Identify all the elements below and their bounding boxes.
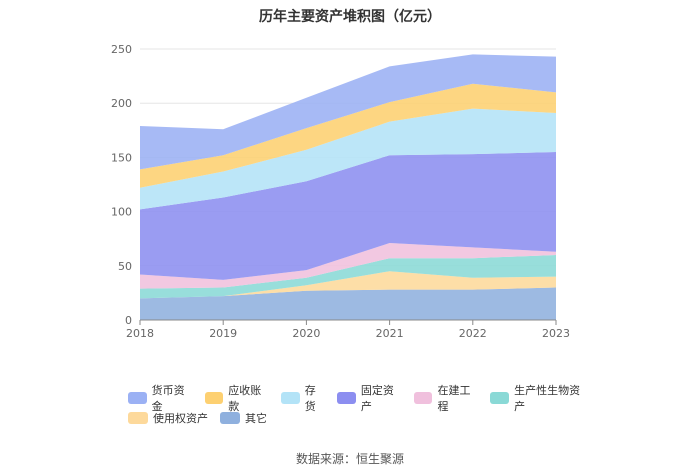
legend-swatch: [413, 392, 433, 404]
legend-item[interactable]: 货币资金: [128, 382, 193, 414]
area-使用权资产: [140, 271, 556, 299]
axes: 0 50 100 150 200 250 2018 2019 2020 2021 2022 2023: [111, 43, 570, 340]
legend-swatch: [337, 392, 356, 404]
legend-label: 在建工程: [437, 384, 471, 413]
legend-swatch: [128, 392, 147, 404]
area-生产性生物资产: [140, 254, 556, 299]
x-tick-label: 2018: [126, 327, 154, 340]
legend-label: 固定资产: [360, 384, 394, 413]
legend-item[interactable]: 使用权资产: [128, 410, 208, 426]
legend-item[interactable]: 在建工程: [413, 382, 479, 414]
area-其它: [140, 287, 556, 320]
x-tick-label: 2021: [376, 327, 404, 340]
y-tick-label: 50: [118, 260, 132, 273]
y-tick-label: 150: [111, 151, 132, 164]
y-tick-label: 100: [111, 206, 132, 219]
area-应收账款: [140, 83, 556, 188]
legend-item[interactable]: 应收账款: [204, 382, 270, 414]
legend-item[interactable]: 生产性生物资产: [490, 382, 586, 414]
legend-item[interactable]: 其它: [220, 410, 267, 426]
area-在建工程: [140, 243, 556, 289]
legend-swatch: [204, 392, 224, 404]
legend-swatch: [128, 412, 148, 424]
legend-label: 货币资金: [151, 384, 185, 413]
x-tick-label: 2022: [459, 327, 487, 340]
x-tick-label: 2019: [209, 327, 237, 340]
legend-swatch: [220, 412, 240, 424]
area-series: [140, 54, 556, 320]
chart-title: 历年主要资产堆积图（亿元）: [259, 9, 441, 25]
legend-label: 生产性生物资产: [514, 384, 581, 413]
legend-item[interactable]: 存货: [281, 382, 325, 414]
y-tick-label: 200: [111, 97, 132, 110]
y-tick-label: 0: [125, 314, 132, 327]
legend-swatch: [281, 392, 300, 404]
stacked-area-chart: 0 50 100 150 200 250 2018 2019 2020 2021 2022 2023: [111, 43, 570, 340]
x-tick-label: 2020: [292, 327, 320, 340]
area-存货: [140, 108, 556, 210]
area-固定资产: [140, 151, 556, 280]
legend-label: 应收账款: [228, 384, 262, 413]
legend: 货币资金 应收账款 存货 固定资产 在建工程 生产性生物资产 使用权资产 其它: [128, 384, 598, 428]
legend-swatch: [490, 392, 510, 404]
legend-label: 其它: [245, 412, 267, 425]
legend-label: 使用权资产: [153, 412, 208, 425]
x-tick-label: 2023: [542, 327, 570, 340]
data-source: 数据来源：恒生聚源: [295, 452, 404, 466]
legend-item[interactable]: 固定资产: [337, 382, 402, 414]
y-tick-label: 250: [111, 43, 132, 56]
area-货币资金: [140, 54, 556, 170]
legend-label: 存货: [304, 384, 316, 413]
